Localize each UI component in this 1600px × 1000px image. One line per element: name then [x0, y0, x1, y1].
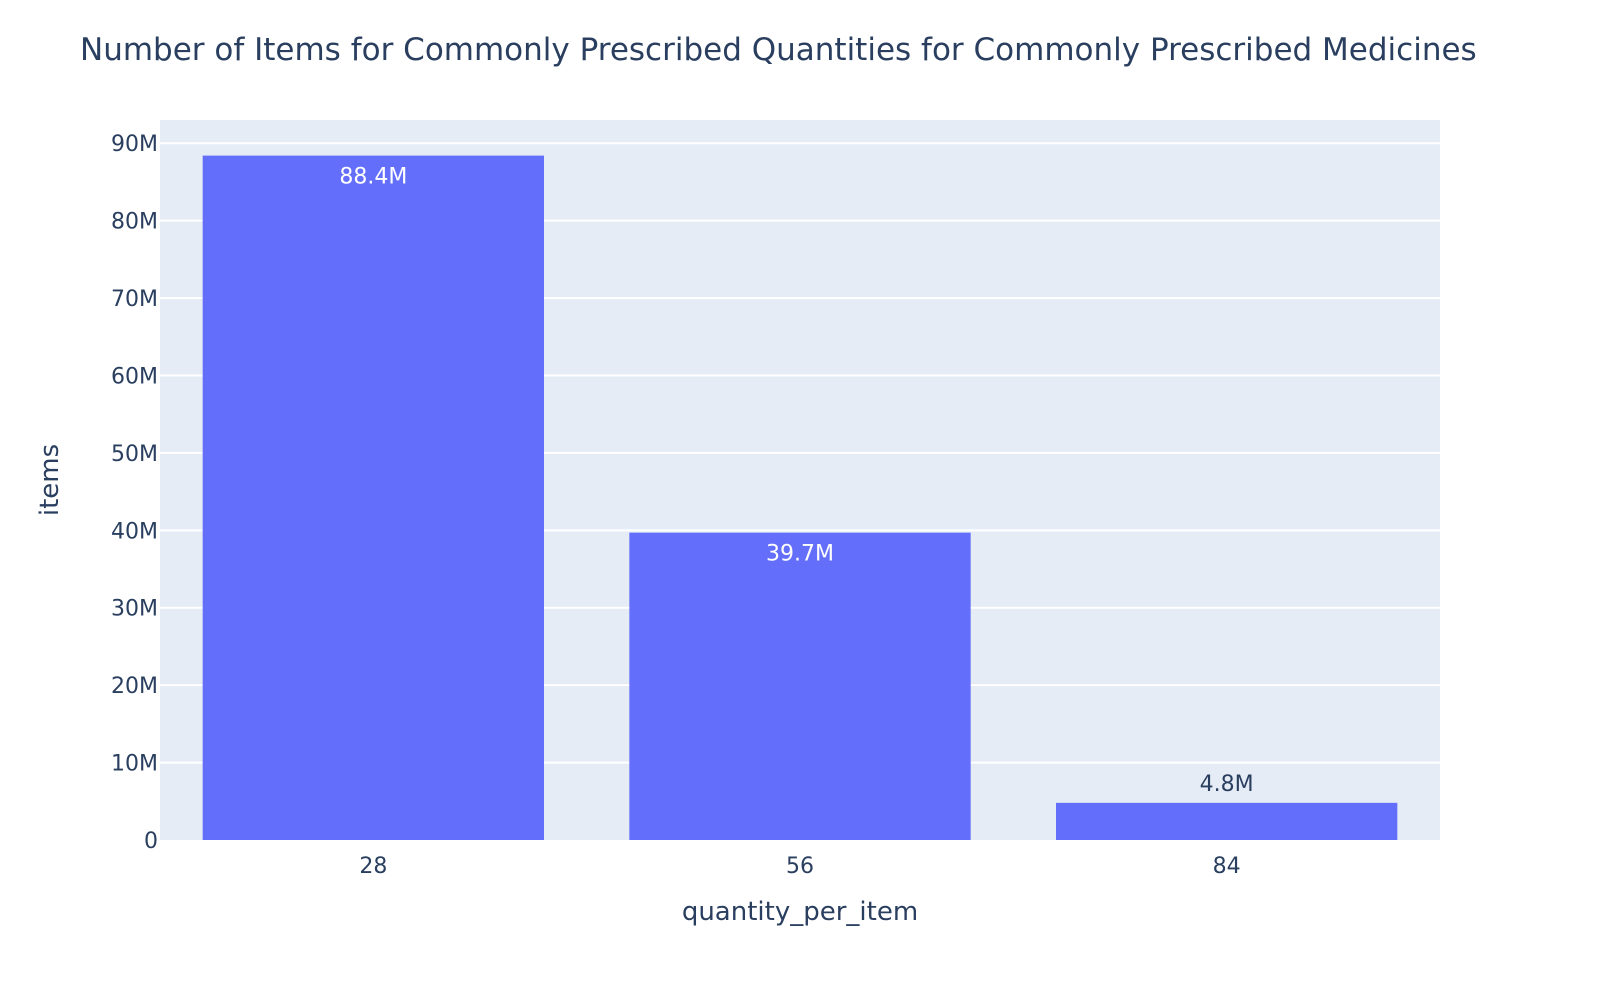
bar: [202, 155, 544, 840]
y-tick-label: 70M: [111, 287, 158, 312]
y-tick-label: 90M: [111, 132, 158, 157]
y-tick-label: 40M: [111, 519, 158, 544]
chart-title: Number of Items for Commonly Prescribed …: [80, 32, 1477, 68]
bars: [202, 155, 1398, 840]
y-axis-ticks: 0 10M 20M 30M 40M 50M 60M 70M 80M 90M: [111, 132, 158, 854]
x-axis-ticks: 28 56 84: [359, 854, 1240, 879]
y-axis-title: items: [35, 444, 65, 516]
bar: [1056, 802, 1398, 840]
x-tick-label: 84: [1213, 854, 1241, 879]
y-tick-label: 30M: [111, 597, 158, 622]
y-tick-label: 20M: [111, 674, 158, 699]
bar-value-label: 88.4M: [339, 165, 407, 190]
y-tick-label: 10M: [111, 752, 158, 777]
y-tick-label: 60M: [111, 364, 158, 389]
y-tick-label: 80M: [111, 210, 158, 235]
x-tick-label: 56: [786, 854, 814, 879]
bar-value-label: 4.8M: [1200, 772, 1254, 797]
bar-labels: 88.4M 39.7M 4.8M: [339, 165, 1253, 797]
x-axis-title: quantity_per_item: [682, 897, 918, 927]
bar: [629, 532, 971, 840]
y-tick-label: 0: [144, 829, 158, 854]
y-tick-label: 50M: [111, 442, 158, 467]
x-tick-label: 28: [359, 854, 387, 879]
bar-value-label: 39.7M: [766, 542, 834, 567]
